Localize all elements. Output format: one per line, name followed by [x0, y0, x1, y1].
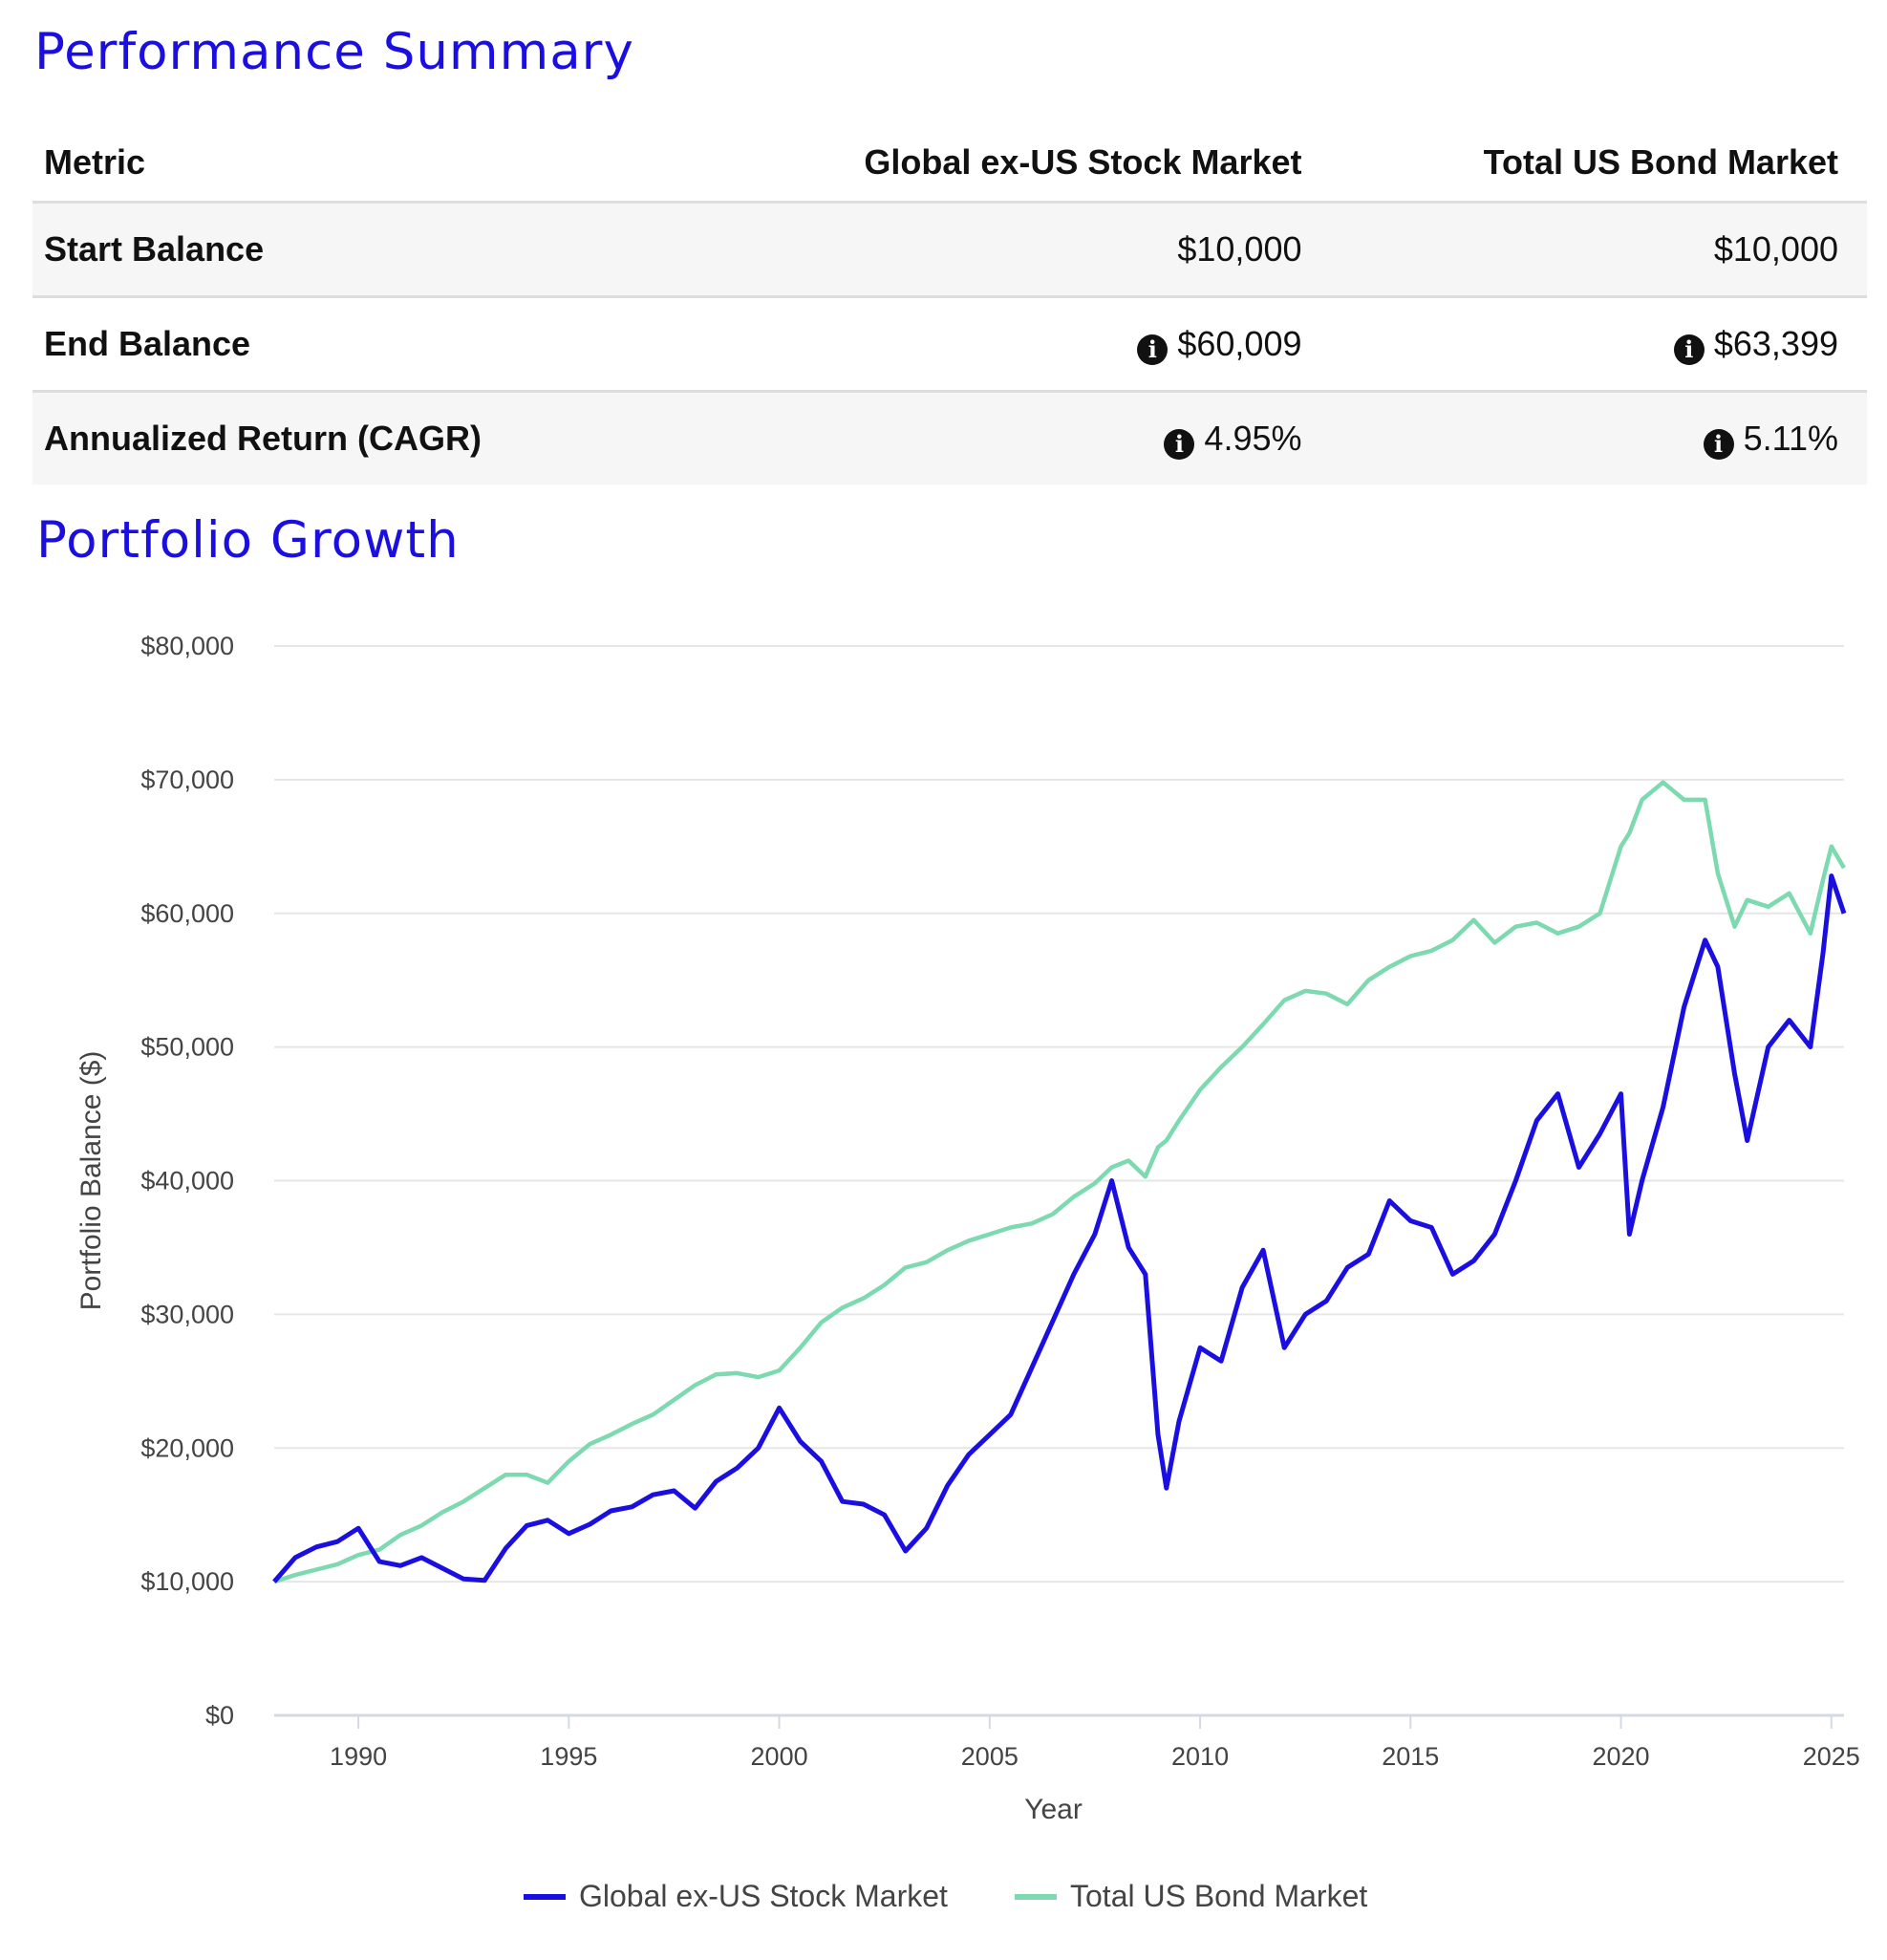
bond-value: i 5.11%	[1330, 391, 1867, 485]
y-axis-title: Portfolio Balance ($)	[75, 1051, 107, 1311]
stock-value: i 4.95%	[681, 391, 1331, 485]
value-text: $10,000	[1713, 229, 1838, 269]
y-tick-label: $60,000	[140, 899, 234, 928]
gridlines	[274, 645, 1844, 1717]
value-text: 4.95%	[1204, 418, 1302, 458]
table-header-row: Metric Global ex-US Stock Market Total U…	[32, 124, 1867, 204]
y-tick-label: $80,000	[140, 632, 234, 660]
portfolio-growth-title: Portfolio Growth	[36, 511, 460, 570]
bond-value: $10,000	[1330, 202, 1867, 298]
table-row-cagr: Annualized Return (CAGR) i 4.95% i 5.11%	[32, 391, 1867, 485]
value-text: $63,399	[1713, 323, 1838, 363]
x-tick-label: 2015	[1382, 1742, 1439, 1771]
bond-value: i $63,399	[1330, 296, 1867, 393]
series-line-stock	[272, 873, 1847, 1583]
info-circle-icon[interactable]: i	[1703, 428, 1734, 460]
y-tick-label: $40,000	[140, 1167, 234, 1195]
info-circle-icon[interactable]: i	[1164, 428, 1195, 460]
value-text: $60,009	[1177, 323, 1302, 363]
y-tick-label: $20,000	[140, 1433, 234, 1462]
info-circle-icon[interactable]: i	[1137, 334, 1169, 365]
x-tick-label: 2025	[1803, 1742, 1860, 1771]
info-circle-icon[interactable]: i	[1673, 334, 1705, 365]
series-line-bond	[273, 780, 1846, 1584]
y-tick-label: $50,000	[140, 1033, 234, 1062]
column-header-metric: Metric	[32, 124, 682, 204]
performance-summary-title: Performance Summary	[34, 23, 634, 81]
legend-label: Global ex-US Stock Market	[579, 1879, 948, 1913]
column-header-stock: Global ex-US Stock Market	[681, 124, 1331, 204]
x-tick-label: 2005	[961, 1742, 1019, 1771]
value-text: 5.11%	[1743, 418, 1838, 458]
metric-label: Annualized Return (CAGR)	[32, 391, 682, 485]
performance-summary-table: Metric Global ex-US Stock Market Total U…	[32, 124, 1867, 485]
value-text: $10,000	[1177, 229, 1302, 269]
y-tick-label: $30,000	[140, 1300, 234, 1328]
x-tick-label: 2000	[751, 1742, 808, 1771]
y-tick-label: $0	[205, 1701, 234, 1730]
x-axis-ticks: 1990 1995 2000 2005 2010 2015 2020 2025	[330, 1715, 1860, 1771]
y-tick-label: $10,000	[140, 1567, 234, 1596]
series-lines	[272, 780, 1847, 1584]
chart-legend: Global ex-US Stock Market Total US Bond M…	[524, 1879, 1367, 1913]
x-tick-label: 2010	[1171, 1742, 1229, 1771]
x-axis-title: Year	[1024, 1794, 1083, 1825]
stock-value: i $60,009	[681, 296, 1331, 393]
column-header-bond: Total US Bond Market	[1330, 124, 1867, 204]
legend-label: Total US Bond Market	[1070, 1879, 1367, 1913]
metric-label: End Balance	[32, 296, 682, 393]
y-tick-label: $70,000	[140, 765, 234, 794]
stock-value: $10,000	[681, 202, 1331, 298]
portfolio-growth-chart: $0 $10,000 $20,000 $30,000 $40,000 $50,000 $60…	[75, 632, 1860, 1913]
x-tick-label: 2020	[1593, 1742, 1650, 1771]
table-row-end-balance: End Balance i $60,009 i $63,399	[32, 296, 1867, 393]
table-row-start-balance: Start Balance $10,000 $10,000	[32, 202, 1867, 298]
x-tick-label: 1990	[330, 1742, 387, 1771]
metric-label: Start Balance	[32, 202, 682, 298]
x-tick-label: 1995	[540, 1742, 597, 1771]
y-axis-ticks: $0 $10,000 $20,000 $30,000 $40,000 $50,000 $60…	[140, 632, 234, 1730]
